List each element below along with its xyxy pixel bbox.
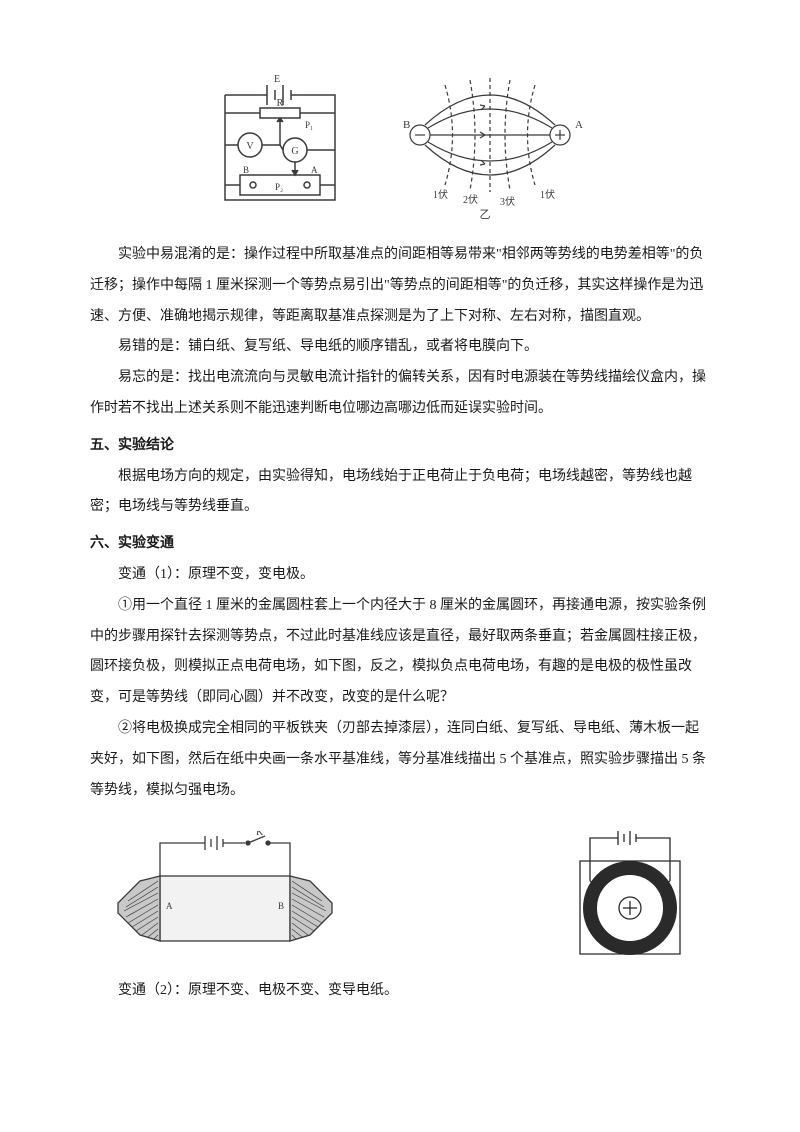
heading-6: 六、实验变通 bbox=[90, 529, 710, 560]
label-A-clamp: A bbox=[166, 901, 173, 911]
label-E: E bbox=[274, 74, 280, 85]
label-V: V bbox=[246, 141, 254, 152]
paragraph-8: 变通（2）：原理不变、电极不变、变导电纸。 bbox=[90, 976, 710, 1007]
paragraph-2: 易错的是：铺白纸、复写纸、导电纸的顺序错乱，或者将电膜向下。 bbox=[90, 332, 710, 363]
label-1v-left: 1伏 bbox=[433, 188, 448, 201]
heading-5: 五、实验结论 bbox=[90, 431, 710, 462]
label-2v: 2伏 bbox=[463, 193, 478, 206]
bottom-figure-row: K A B bbox=[90, 826, 710, 966]
label-B-field: B bbox=[403, 119, 410, 131]
label-P1: P₁ bbox=[305, 120, 313, 130]
label-A-field: A bbox=[575, 119, 583, 131]
label-K: K bbox=[256, 831, 264, 838]
label-B-clamp: B bbox=[278, 901, 284, 911]
ring-diagram bbox=[560, 826, 700, 966]
paragraph-7: ②将电极换成完全相同的平板铁夹（刃部去掉漆层），连同白纸、复写纸、导电纸、薄木板… bbox=[90, 714, 710, 806]
paragraph-4: 根据电场方向的规定，由实验得知，电场线始于正电荷止于负电荷；电场线越密，等势线也… bbox=[90, 462, 710, 524]
paragraph-3: 易忘的是：找出电流流向与灵敏电流计指针的偏转关系，因有时电源装在等势线描绘仪盒内… bbox=[90, 363, 710, 425]
paragraph-5: 变通（1）：原理不变，变电极。 bbox=[90, 560, 710, 591]
clamp-diagram: K A B bbox=[100, 831, 350, 961]
label-1v-right: 1伏 bbox=[540, 188, 555, 201]
label-A-circuit: A bbox=[311, 165, 318, 175]
field-diagram: B A 1伏 2伏 3伏 1伏 乙 bbox=[385, 70, 595, 220]
label-caption-yi: 乙 bbox=[480, 208, 491, 220]
label-B-circuit: B bbox=[243, 165, 249, 175]
top-figure-row: E R P₁ V G B bbox=[90, 70, 710, 220]
paragraph-1: 实验中易混淆的是：操作过程中所取基准点的间距相等易带来"相邻两等势线的电势差相等… bbox=[90, 240, 710, 332]
label-P2: P₂ bbox=[275, 182, 283, 192]
label-R: R bbox=[277, 98, 284, 109]
label-G: G bbox=[291, 146, 298, 157]
label-3v: 3伏 bbox=[500, 195, 515, 208]
paragraph-6: ①用一个直径 1 厘米的金属圆柱套上一个内径大于 8 厘米的金属圆环，再接通电源… bbox=[90, 591, 710, 714]
circuit-diagram: E R P₁ V G B bbox=[205, 70, 355, 220]
